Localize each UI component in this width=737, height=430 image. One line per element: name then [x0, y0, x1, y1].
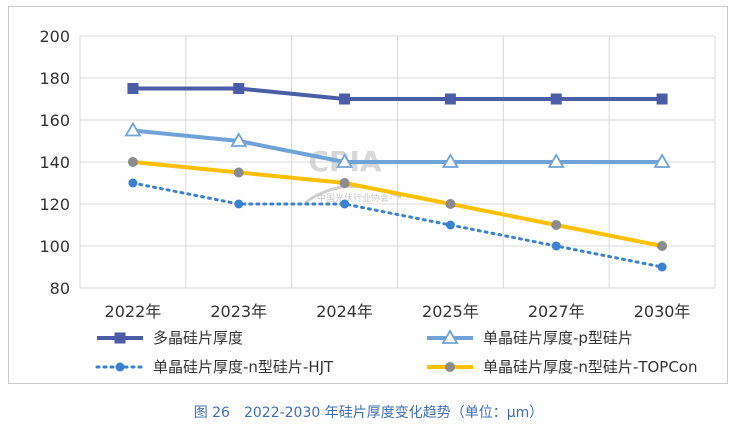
data-point: [339, 178, 350, 188]
legend-label: 单晶硅片厚度-n型硅片-TOPCon: [483, 358, 698, 376]
data-point: [444, 93, 456, 105]
series-line-4: [132, 160, 663, 248]
data-point: [551, 220, 562, 230]
legend-item-1: 多晶硅片厚度: [97, 329, 243, 347]
series-4: [127, 157, 668, 251]
legend-item-3: 单晶硅片厚度-n型硅片-HJT: [95, 358, 334, 376]
series-2: [124, 121, 671, 168]
data-point: [441, 153, 459, 168]
data-point: [340, 199, 350, 209]
data-point: [445, 199, 456, 209]
data-point: [233, 83, 245, 94]
data-point: [336, 153, 354, 168]
series-3: [128, 178, 667, 272]
y-axis-ticks: 80 100 120 140 160 180 200: [39, 27, 70, 298]
legend-item-4: 单晶硅片厚度-n型硅片-TOPCon: [427, 358, 698, 376]
x-tick-label: 2030年: [634, 302, 691, 321]
y-tick-label: 80: [50, 279, 70, 298]
data-point: [547, 153, 565, 168]
data-point: [230, 132, 248, 147]
series-1: [127, 83, 668, 105]
watermark-subtext: 中国光伏行业协会: [317, 192, 389, 204]
data-point: [445, 220, 455, 230]
legend-label: 多晶硅片厚度: [153, 329, 243, 347]
series-line-2: [132, 128, 663, 164]
data-point: [128, 178, 138, 188]
series-line-1: [132, 86, 663, 101]
data-point: [127, 83, 139, 94]
data-point: [124, 121, 142, 137]
data-point: [656, 93, 668, 105]
data-point: [339, 93, 351, 105]
series-line-3: [131, 181, 664, 269]
series-group: [124, 83, 671, 272]
legend-label: 单晶硅片厚度-p型硅片: [483, 329, 633, 347]
x-axis-ticks: 2022年 2023年 2024年 2025年 2027年 2030年: [105, 302, 691, 321]
data-point: [657, 262, 667, 272]
data-point: [657, 241, 668, 251]
legend-marker: [445, 362, 455, 372]
y-tick-label: 100: [39, 237, 70, 256]
x-tick-label: 2025年: [422, 302, 479, 321]
chart-frame: 80 100 120 140 160 180 200 2022年 2023年 2024年 2025…: [8, 6, 728, 384]
y-tick-label: 140: [39, 153, 70, 172]
y-tick-label: 200: [39, 27, 70, 46]
line-chart: 80 100 120 140 160 180 200 2022年 2023年 2024年 2025…: [39, 27, 716, 376]
data-point: [550, 93, 562, 105]
legend-label: 单晶硅片厚度-n型硅片-HJT: [153, 358, 334, 376]
cpia-watermark: CPIA 中国光伏行业协会: [304, 145, 402, 205]
data-point: [127, 157, 138, 167]
data-point: [233, 167, 244, 178]
grid-lines: [79, 35, 716, 289]
legend-marker: [115, 362, 125, 372]
x-tick-label: 2022年: [105, 302, 162, 321]
y-tick-label: 180: [39, 69, 70, 88]
x-tick-label: 2023年: [210, 302, 267, 321]
data-point: [234, 199, 244, 209]
legend-marker: [441, 329, 459, 344]
legend-marker: [114, 332, 126, 344]
data-point: [551, 241, 561, 251]
y-tick-label: 160: [39, 111, 70, 130]
x-tick-label: 2027年: [528, 302, 585, 321]
x-tick-label: 2024年: [316, 302, 373, 321]
data-point: [653, 153, 671, 168]
legend-item-2: 单晶硅片厚度-p型硅片: [427, 329, 633, 347]
figure-caption: 图 26 2022-2030 年硅片厚度变化趋势（单位：μm）: [193, 405, 544, 421]
y-tick-label: 120: [39, 195, 70, 214]
